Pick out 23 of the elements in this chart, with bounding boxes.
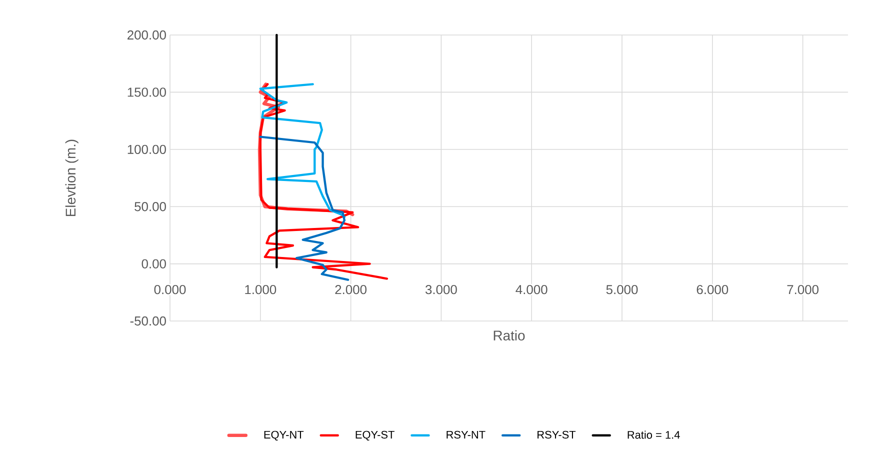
- x-tick-label: 0.000: [154, 285, 186, 294]
- x-tick-label: 3.000: [425, 285, 457, 294]
- x-tick-label: 1.000: [245, 285, 276, 294]
- legend-label: RSY-ST: [538, 430, 576, 439]
- y-tick-label: 100.00: [128, 144, 166, 154]
- y-tick-label: 200.00: [128, 30, 166, 40]
- y-axis-title: Elevtion (m.): [65, 140, 78, 216]
- x-tick-label: 4.000: [516, 285, 548, 294]
- y-tick-label: 0.00: [142, 259, 166, 268]
- legend-label: EQY-ST: [356, 430, 394, 441]
- legend-label: RSY-NT: [446, 430, 486, 439]
- y-tick-label: 50.00: [134, 202, 166, 212]
- line-series: [259, 83, 388, 280]
- y-tick-label: 150.00: [128, 88, 166, 97]
- x-tick-label: 5.000: [606, 285, 638, 294]
- x-tick-label: 7.000: [787, 285, 819, 294]
- y-tick-label: -50.00: [130, 316, 166, 326]
- x-tick-label: 2.000: [335, 285, 367, 294]
- x-tick-label: 6.000: [696, 285, 728, 294]
- legend-label: EQY-NT: [264, 430, 304, 441]
- x-axis-title: Ratio: [494, 330, 525, 340]
- line-series: [259, 136, 350, 281]
- legend-label: Ratio = 1.4: [628, 430, 680, 439]
